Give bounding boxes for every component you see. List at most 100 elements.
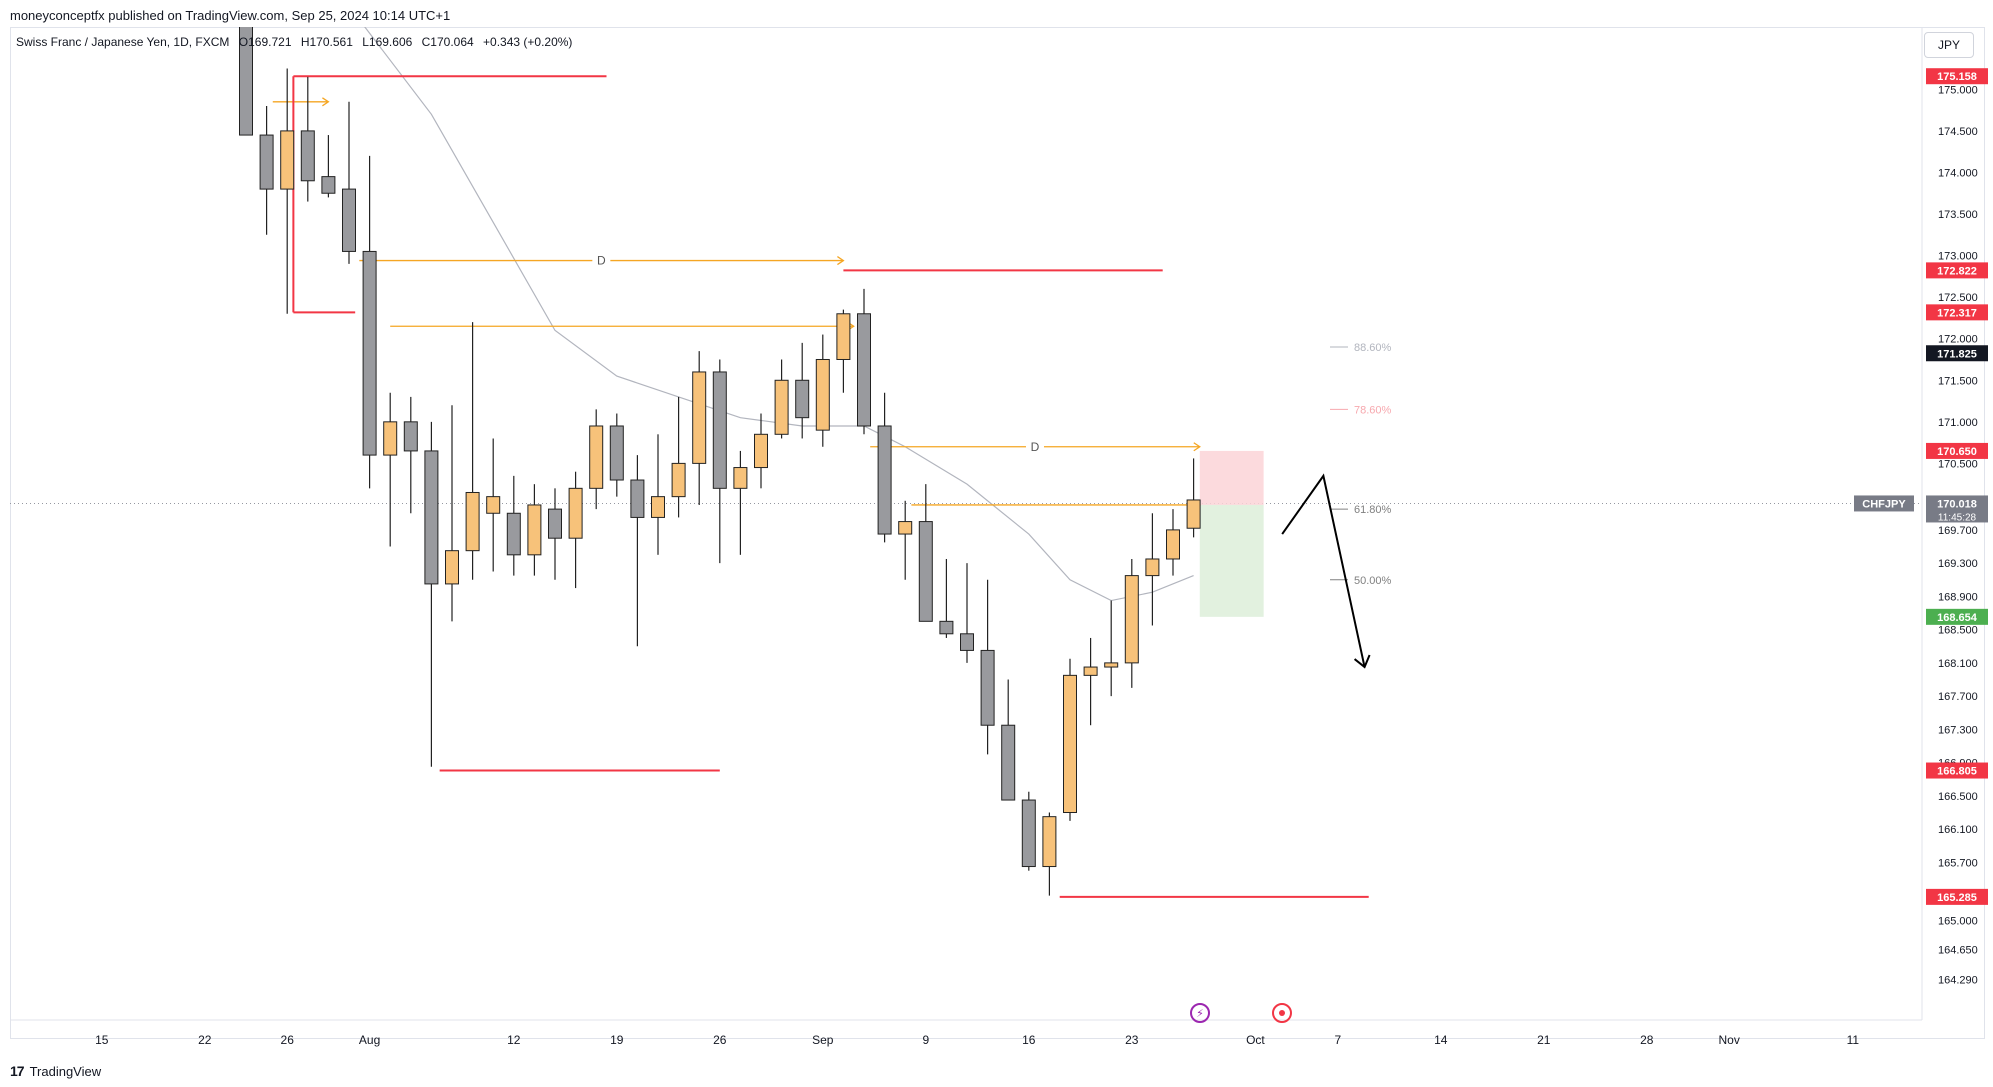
- candle-body-13: [506, 512, 521, 556]
- candle-body-1: [259, 134, 274, 190]
- candle-body-44: [1145, 558, 1160, 577]
- candle-body-7: [383, 421, 398, 456]
- y-tick-24: 164.290: [1938, 975, 1978, 987]
- x-tick-12: Oct: [1246, 1033, 1265, 1047]
- y-tick-15: 167.700: [1938, 691, 1978, 703]
- y-tick-19: 166.100: [1938, 824, 1978, 836]
- projection-arrow-icon: [1353, 654, 1371, 669]
- y-tick-1: 174.500: [1938, 126, 1978, 138]
- x-tick-1: 15: [95, 1033, 109, 1047]
- fib-label-0: 88.60%: [1354, 342, 1392, 354]
- moving-average-line: [364, 27, 1194, 602]
- x-tick-17: Nov: [1719, 1033, 1740, 1047]
- price-label-bg-0: [1926, 68, 1988, 85]
- candle-body-25: [754, 433, 768, 469]
- candle-body-43: [1124, 575, 1139, 664]
- candle-body-39: [1042, 816, 1057, 868]
- candle-body-6: [362, 250, 377, 456]
- tradingview-logo-icon: 17: [10, 1063, 25, 1079]
- countdown-label: 11:45:28: [1938, 512, 1977, 523]
- target-icon[interactable]: [1272, 1003, 1292, 1023]
- price-label-bg-8: [1926, 888, 1988, 905]
- candle-body-36: [980, 649, 995, 726]
- level-label-5: D: [597, 254, 606, 268]
- price-label-0: 175.158: [1937, 71, 1977, 83]
- price-label-bg-6: [1926, 608, 1988, 625]
- y-tick-20: 165.700: [1938, 857, 1978, 869]
- y-tick-10: 169.700: [1938, 525, 1978, 537]
- price-label-5: 170.018: [1937, 498, 1977, 510]
- level-arrow-9: [322, 97, 330, 107]
- y-tick-22: 165.000: [1938, 916, 1978, 928]
- legend-close: C170.064: [421, 35, 474, 49]
- candle-body-4: [321, 176, 336, 194]
- price-label-3: 171.825: [1937, 348, 1977, 360]
- x-tick-7: 26: [713, 1033, 727, 1047]
- currency-button[interactable]: JPY: [1924, 32, 1974, 58]
- y-tick-11: 169.300: [1938, 558, 1978, 570]
- candle-body-34: [939, 620, 954, 635]
- candle-body-24: [733, 467, 748, 489]
- candle-body-9: [424, 450, 439, 585]
- y-tick-5: 172.500: [1938, 292, 1978, 304]
- y-tick-0: 175.000: [1938, 84, 1978, 96]
- fib-label-3: 50.00%: [1354, 575, 1392, 587]
- candle-body-11: [465, 491, 480, 552]
- chart-frame: [10, 27, 1985, 1039]
- candle-body-27: [795, 379, 810, 419]
- legend-low: L169.606: [362, 35, 413, 49]
- short-risk-zone: [1199, 450, 1264, 505]
- footer-brand: TradingView: [29, 1063, 102, 1079]
- price-label-8: 165.285: [1937, 892, 1977, 904]
- candle-body-14: [527, 504, 542, 556]
- candle-body-8: [403, 421, 418, 452]
- candle-body-46: [1186, 499, 1201, 529]
- y-tick-13: 168.500: [1938, 625, 1978, 637]
- price-label-bg-3: [1926, 345, 1988, 362]
- price-label-bg-7: [1926, 762, 1988, 779]
- candle-body-38: [1021, 799, 1036, 868]
- legend-symbol: Swiss Franc / Japanese Yen, 1D, FXCM: [16, 35, 230, 49]
- candle-body-35: [960, 633, 974, 651]
- x-tick-11: 23: [1125, 1033, 1139, 1047]
- candle-body-16: [568, 487, 583, 539]
- candle-body-10: [445, 550, 459, 585]
- candle-body-26: [774, 379, 789, 435]
- x-tick-10: 16: [1022, 1033, 1036, 1047]
- lightning-icon[interactable]: ⚡: [1190, 1003, 1210, 1023]
- candle-body-15: [548, 508, 562, 539]
- fib-label-2: 61.80%: [1354, 504, 1392, 516]
- y-tick-4: 173.000: [1938, 251, 1978, 263]
- candle-body-37: [1001, 724, 1016, 801]
- symbol-tag-bg: [1854, 495, 1914, 512]
- x-tick-8: Sep: [812, 1033, 834, 1047]
- legend-change: +0.343 (+0.20%): [483, 35, 573, 49]
- y-tick-8: 171.000: [1938, 417, 1978, 429]
- footer: 17 TradingView: [10, 1063, 101, 1079]
- x-tick-16: 28: [1640, 1033, 1654, 1047]
- x-tick-13: 7: [1334, 1033, 1341, 1047]
- y-tick-3: 173.500: [1938, 209, 1978, 221]
- level-arrow-7: [1193, 442, 1201, 452]
- y-tick-12: 168.900: [1938, 591, 1978, 603]
- y-tick-9: 170.500: [1938, 458, 1978, 470]
- y-tick-2: 174.000: [1938, 167, 1978, 179]
- legend-open: O169.721: [238, 35, 292, 49]
- projection-path: [1281, 473, 1366, 668]
- price-label-bg-2: [1926, 304, 1988, 321]
- candle-body-42: [1104, 662, 1119, 668]
- countdown-bg: [1926, 510, 1988, 523]
- candle-body-45: [1166, 529, 1180, 560]
- y-tick-7: 171.500: [1938, 375, 1978, 387]
- x-tick-15: 21: [1537, 1033, 1551, 1047]
- fib-label-1: 78.60%: [1354, 404, 1392, 416]
- candle-body-33: [918, 521, 933, 622]
- x-tick-2: 22: [198, 1033, 212, 1047]
- candle-body-32: [898, 521, 913, 535]
- candle-body-17: [589, 425, 604, 489]
- candle-body-20: [651, 496, 665, 518]
- x-tick-14: 14: [1434, 1033, 1448, 1047]
- price-label-bg-5: [1926, 495, 1988, 512]
- price-label-1: 172.822: [1937, 265, 1977, 277]
